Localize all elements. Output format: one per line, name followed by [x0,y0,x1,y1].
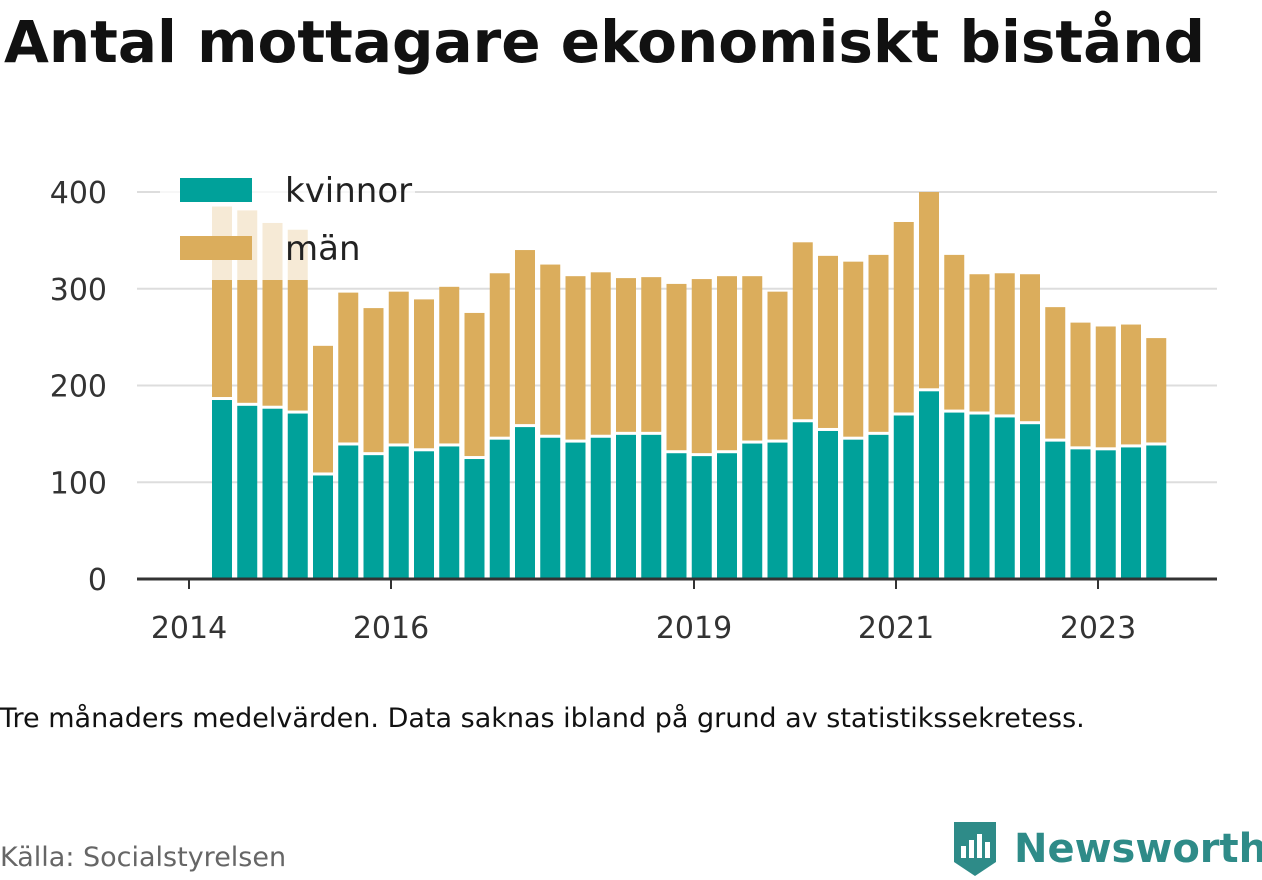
bar-kvinnor [1146,445,1167,579]
bar-kvinnor [969,414,990,579]
bar-man [818,255,838,428]
y-tick-label: 100 [50,466,107,501]
bar-man [540,264,561,435]
bar-man [994,273,1015,415]
bar-man [919,192,939,389]
bar-kvinnor [212,400,232,579]
bar-kvinnor [1095,450,1116,579]
bar-man [313,345,333,473]
bar-man [969,274,990,412]
bar-man [414,299,434,449]
bar-kvinnor [792,422,813,579]
bar-kvinnor [515,427,535,579]
bar-kvinnor [565,442,586,579]
bar-kvinnor [464,459,485,579]
bar-kvinnor [313,475,333,579]
axes: 0 100 200 300 400 2014 2016 2019 2021 2023 [50,176,1217,646]
bar-kvinnor [489,439,510,579]
bar-man [1070,322,1091,447]
bar-man [1146,338,1167,443]
bar-kvinnor [893,415,914,579]
bar-kvinnor [717,453,737,579]
bar-man [666,283,687,451]
bar-man [338,292,359,443]
legend-swatch-man [180,236,252,260]
bar-man [1045,307,1066,439]
y-tick-label: 300 [50,273,107,308]
bar-man [1020,274,1040,422]
bar-kvinnor [388,446,409,579]
bar-kvinnor [868,434,889,579]
bar-kvinnor [287,413,308,579]
bar-kvinnor [1121,447,1141,579]
bar-kvinnor [843,439,864,579]
x-tick-label: 2021 [858,611,934,646]
bar-man [464,312,485,457]
bar-man [1095,326,1116,448]
chart-title: Antal mottagare ekonomiskt bistånd [4,8,1206,76]
x-tick-label: 2023 [1060,611,1136,646]
newsworthy-logo: Newsworthy [950,818,1262,880]
bar-man [717,276,737,451]
x-tick-label: 2019 [656,611,732,646]
legend-label-kvinnor: kvinnor [285,171,412,211]
bar-kvinnor [237,405,258,579]
bar-kvinnor [994,417,1015,579]
chart-note: Tre månaders medelvärden. Data saknas ib… [0,703,1085,734]
bar-man [439,286,460,444]
bar-kvinnor [590,437,611,579]
bar-kvinnor [767,442,788,579]
bar-kvinnor [1045,441,1066,579]
bar-kvinnor [691,456,712,579]
legend: kvinnor män [160,165,415,280]
bar-kvinnor [944,412,965,579]
y-tick-label: 200 [50,370,107,405]
bar-man [843,261,864,437]
bar-kvinnor [1070,449,1091,579]
newsworthy-logo-icon [954,822,996,876]
bar-man [893,221,914,413]
bar-man [1121,324,1141,445]
bar-kvinnor [742,443,763,579]
bar-man [944,254,965,410]
bar-kvinnor [414,451,434,579]
x-tick-label: 2014 [151,611,227,646]
bar-man [363,308,384,453]
bar-man [641,277,662,432]
y-tick-label: 400 [50,176,107,211]
brand-name: Newsworthy [1014,826,1262,872]
bar-man [489,273,510,437]
bar-kvinnor [338,445,359,579]
bar-man [515,250,535,425]
source-credit: Källa: Socialstyrelsen [0,842,287,873]
bar-kvinnor [666,453,687,579]
bar-kvinnor [641,434,662,579]
bar-kvinnor [439,446,460,579]
bar-man [691,279,712,454]
bar-kvinnor [919,391,939,579]
bar-man [565,276,586,440]
bar-kvinnor [262,408,283,579]
bar-kvinnor [1020,424,1040,579]
bar-kvinnor [540,437,561,579]
legend-label-man: män [285,229,361,269]
stacked-bar-chart: kvinnor män 0 100 200 300 400 2014 2016 2019 2021… [49,165,1217,646]
bar-kvinnor [616,434,636,579]
x-tick-label: 2016 [353,611,429,646]
bar-man [388,291,409,444]
y-tick-label: 0 [88,563,107,598]
bar-man [868,254,889,432]
bar-man [590,272,611,435]
bar-kvinnor [363,455,384,579]
bar-kvinnor [818,430,838,579]
bar-man [742,276,763,441]
bar-man [792,242,813,420]
bar-man [767,291,788,440]
legend-swatch-kvinnor [180,178,252,202]
bar-man [616,278,636,432]
